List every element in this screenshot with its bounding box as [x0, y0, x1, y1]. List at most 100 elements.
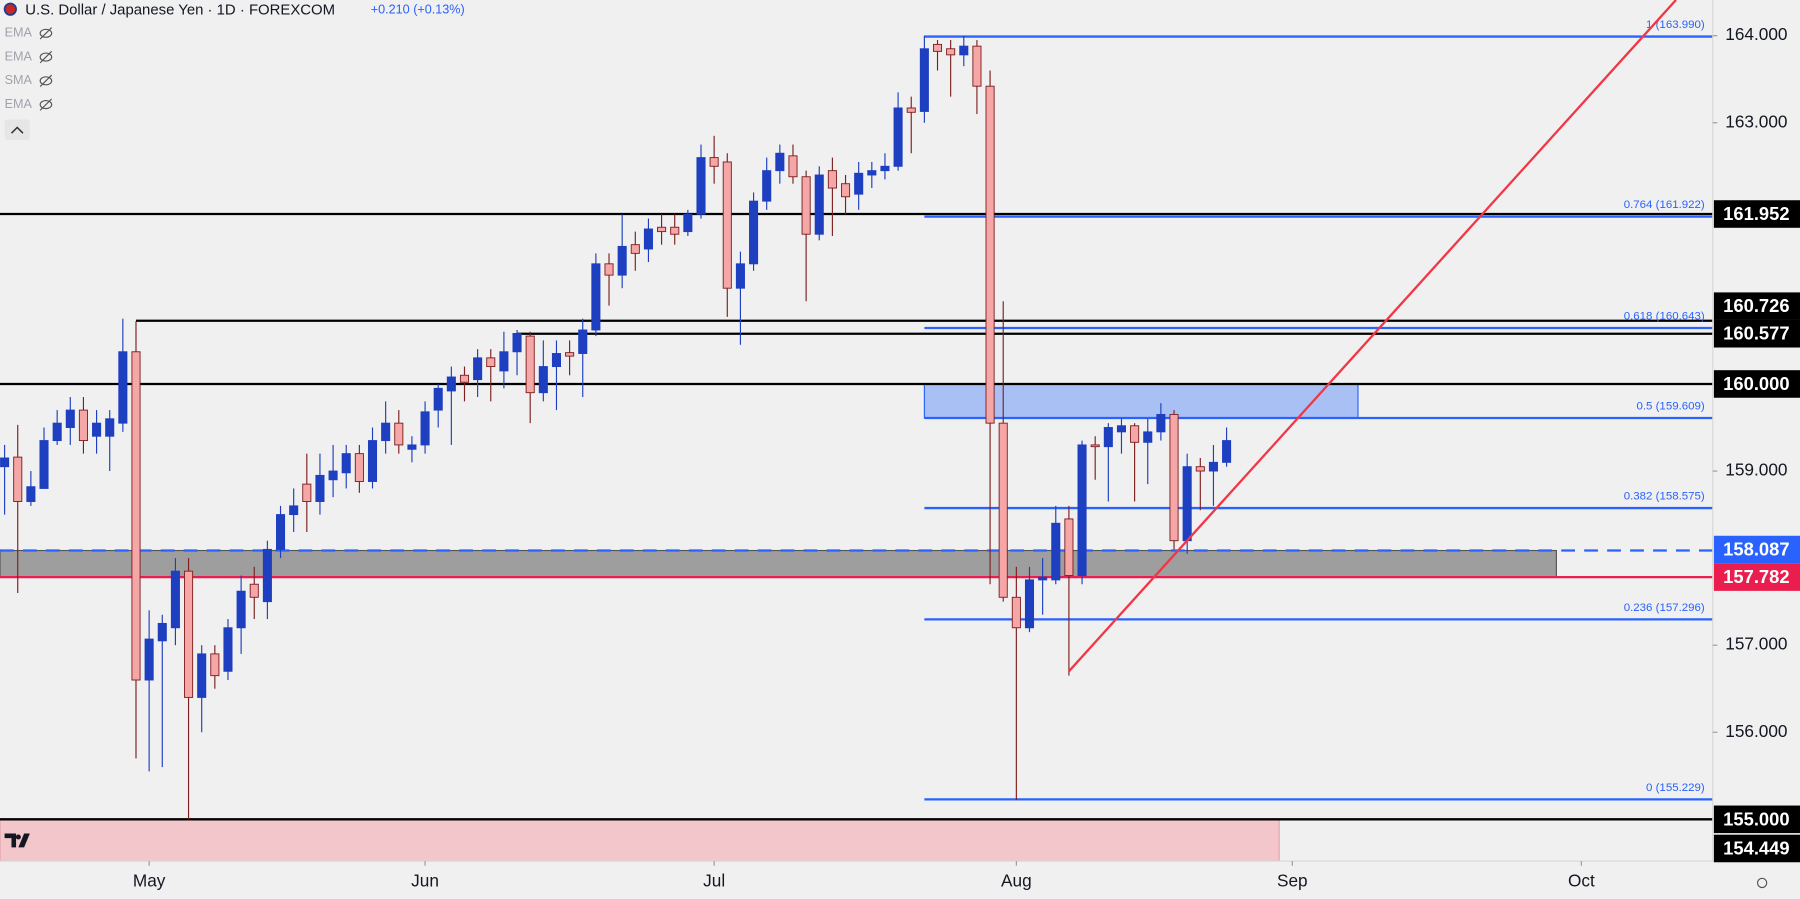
fib-label: 0.764 (161.922) [1624, 199, 1705, 211]
level-label: 158.087 [1723, 539, 1789, 560]
candle-body [157, 622, 167, 642]
candle-body [1103, 427, 1113, 448]
candle-body [985, 85, 995, 424]
candle-body [617, 245, 627, 276]
candle-body [170, 570, 180, 629]
candle-body [197, 653, 207, 698]
candle-body [315, 474, 325, 502]
level-label-box [1713, 200, 1800, 228]
candle-body [880, 165, 890, 172]
candle-body [131, 351, 141, 681]
candle-body [1090, 444, 1100, 448]
level-label-box [1713, 370, 1800, 398]
indicator-label: SMA [5, 73, 33, 87]
candle-body [275, 514, 286, 550]
axes: 164.000 163.000 159.000 157.000 156.000 May Ju… [133, 24, 1800, 890]
candle-body [801, 176, 811, 235]
candle-body [643, 228, 653, 250]
collapse-button[interactable] [4, 119, 30, 141]
level-label: 161.952 [1723, 203, 1789, 224]
candle-body [236, 590, 246, 629]
level-label-box [1713, 535, 1800, 564]
candle-body [630, 244, 640, 254]
candle-body [499, 351, 509, 372]
level-label: 160.577 [1723, 323, 1789, 344]
candle-body [1182, 466, 1192, 542]
candle-body [407, 444, 417, 450]
candle-body [578, 329, 588, 354]
candle-body [841, 183, 851, 198]
candle-body [749, 200, 759, 265]
candle-body [354, 453, 364, 482]
candle-body [367, 440, 378, 482]
candle-body [1077, 444, 1087, 576]
candle-body [184, 570, 194, 698]
candle-body [302, 483, 312, 502]
fib-label: 1 (163.990) [1646, 19, 1705, 31]
candle-body [538, 366, 548, 394]
header: U.S. Dollar / Japanese Yen · 1D · FOREXC… [3, 1, 465, 141]
candle-body [696, 157, 706, 215]
y-tick-label: 163.000 [1725, 111, 1787, 131]
trend-line [1068, 0, 1677, 673]
candle-body [433, 387, 443, 411]
candle-body [52, 422, 62, 442]
candle-body [919, 48, 929, 112]
candle-body [1169, 413, 1179, 542]
x-tick-label: Oct [1568, 870, 1595, 890]
fib-label: 0 (155.229) [1646, 782, 1705, 794]
candle-body [512, 333, 522, 353]
zone [0, 818, 1280, 862]
visibility-slash [39, 74, 53, 87]
candle-body [210, 653, 220, 677]
y-tick-label: 156.000 [1725, 721, 1787, 741]
fib-label: 0.382 (158.575) [1624, 491, 1705, 503]
candle-body [78, 409, 88, 442]
level-label: 157.782 [1723, 566, 1789, 587]
candle-body [1130, 425, 1140, 443]
candle-body [932, 43, 943, 52]
candle-body [972, 45, 982, 87]
fib-label: 0.5 (159.609) [1636, 401, 1704, 413]
candle-body [381, 422, 391, 442]
visibility-slash [39, 98, 53, 111]
candle-body [420, 411, 430, 446]
candle-body [341, 453, 351, 474]
level-label: 154.449 [1723, 837, 1789, 858]
price-change: +0.210 (+0.13%) [371, 3, 465, 17]
candle-body [893, 107, 903, 167]
level-label: 160.000 [1723, 373, 1789, 394]
candle-body [551, 353, 561, 368]
candle-body [26, 486, 36, 502]
candle-body [262, 548, 272, 603]
symbol-title: U.S. Dollar / Japanese Yen · 1D · FOREXC… [25, 1, 335, 18]
x-tick-label: May [133, 870, 166, 890]
candle-body [473, 357, 483, 381]
collapse-icon [10, 126, 24, 134]
plot-area: 1 (163.990) 0.764 (161.922) 0.618 (160.643… [0, 0, 1713, 862]
candle-body [394, 422, 404, 446]
candle-body [1064, 518, 1074, 576]
visibility-icon [39, 28, 53, 38]
y-tick-label: 157.000 [1725, 634, 1787, 654]
candle-body [657, 226, 667, 233]
candle-body [788, 155, 798, 178]
candle-body [670, 226, 680, 235]
candle-body [1222, 440, 1232, 463]
zone [0, 549, 1557, 578]
candle-body [946, 48, 956, 56]
candle-body [289, 505, 299, 516]
candle-body [1011, 596, 1021, 629]
y-tick-label: 159.000 [1725, 460, 1787, 480]
candle-body [591, 263, 601, 331]
settings-icon[interactable] [1756, 877, 1768, 889]
candle-body [998, 422, 1008, 598]
level-label-box [1713, 834, 1800, 863]
level-label: 155.000 [1723, 808, 1789, 829]
indicator-label: EMA [5, 26, 33, 40]
visibility-slash [39, 27, 53, 40]
x-tick-label: Jul [703, 870, 725, 890]
candle-body [1208, 461, 1218, 472]
candle-body [1038, 576, 1048, 581]
